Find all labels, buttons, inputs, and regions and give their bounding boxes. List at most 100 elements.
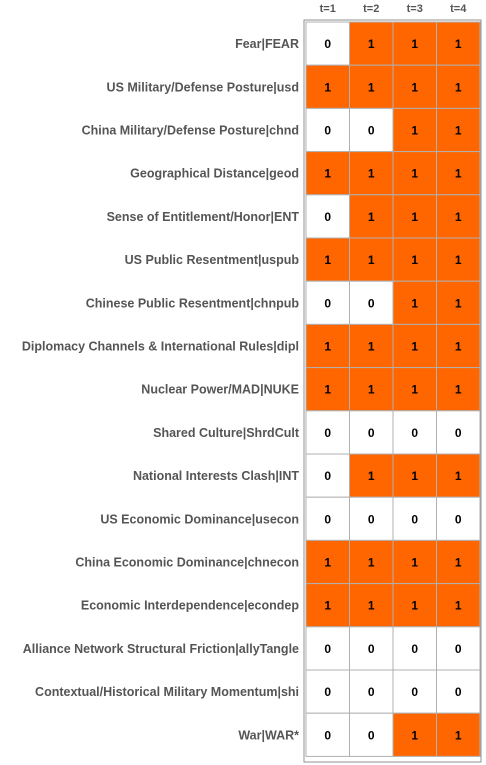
cell-value-label: 1 bbox=[324, 599, 331, 613]
row-label: China Economic Dominance|chnecon bbox=[75, 556, 299, 570]
cell-value-label: 0 bbox=[368, 685, 375, 699]
heatmap-cell bbox=[392, 626, 437, 671]
heatmap-cell bbox=[349, 539, 394, 585]
cell-value-label: 0 bbox=[368, 426, 375, 440]
heatmap-cell bbox=[436, 64, 481, 109]
heatmap-cell bbox=[349, 194, 394, 239]
heatmap-cell bbox=[392, 453, 437, 498]
cell-value-label: 1 bbox=[368, 253, 375, 267]
heatmap-cell bbox=[349, 496, 394, 541]
cell-value-label: 1 bbox=[411, 383, 418, 397]
heatmap-cell bbox=[392, 194, 437, 239]
cell-value-label: 1 bbox=[455, 340, 462, 354]
cell-value-label: 1 bbox=[368, 340, 375, 354]
column-label-1: t=1 bbox=[320, 3, 336, 15]
cell-value-label: 1 bbox=[368, 167, 375, 181]
chart-frame bbox=[303, 19, 482, 763]
cell-value-label: 1 bbox=[411, 167, 418, 181]
heatmap-cell bbox=[305, 410, 350, 455]
cell-value-label: 0 bbox=[455, 426, 462, 440]
heatmap-cell bbox=[305, 539, 350, 585]
heatmap-cell bbox=[305, 583, 350, 628]
heatmap-cell bbox=[392, 237, 437, 282]
cell-value-label: 1 bbox=[368, 80, 375, 94]
cell-value-label: 0 bbox=[368, 512, 375, 526]
row-label: Contextual/Historical Military Momentum|… bbox=[35, 685, 299, 699]
heatmap-cell bbox=[392, 712, 437, 757]
cell-value-label: 1 bbox=[411, 296, 418, 310]
row-label: War|WAR* bbox=[238, 728, 299, 742]
cell-value-label: 1 bbox=[411, 253, 418, 267]
heatmap-cell bbox=[436, 367, 481, 412]
cell-value-label: 0 bbox=[324, 124, 331, 138]
cell-value-label: 0 bbox=[324, 296, 331, 310]
cell-value-label: 1 bbox=[455, 37, 462, 51]
cell-value-label: 0 bbox=[411, 642, 418, 656]
cell-value-label: 1 bbox=[368, 599, 375, 613]
heatmap-cell bbox=[305, 194, 350, 239]
heatmap-cell bbox=[392, 539, 437, 585]
cell-value-label: 1 bbox=[324, 556, 331, 570]
heatmap-cell bbox=[349, 151, 394, 196]
heatmap-cell bbox=[392, 323, 437, 369]
heatmap-cell bbox=[392, 410, 437, 455]
heatmap-cell bbox=[436, 410, 481, 455]
heatmap-cell bbox=[436, 583, 481, 628]
heatmap-cell bbox=[436, 669, 481, 714]
cell-value-label: 1 bbox=[411, 37, 418, 51]
cell-value-label: 0 bbox=[324, 37, 331, 51]
cell-value-label: 1 bbox=[411, 599, 418, 613]
row-label: Fear|FEAR bbox=[235, 37, 299, 51]
cell-value-label: 1 bbox=[324, 383, 331, 397]
cell-value-label: 1 bbox=[455, 383, 462, 397]
cell-value-label: 1 bbox=[455, 469, 462, 483]
column-label-3: t=3 bbox=[407, 3, 423, 15]
cell-value-label: 1 bbox=[411, 210, 418, 224]
cell-value-label: 0 bbox=[411, 512, 418, 526]
cell-value-label: 1 bbox=[455, 296, 462, 310]
heatmap-cell bbox=[349, 107, 394, 153]
column-label-2: t=2 bbox=[363, 3, 379, 15]
row-labels: Fear|FEAR US Military/Defense Posture|usd… bbox=[22, 37, 300, 742]
cell-value-label: 1 bbox=[368, 383, 375, 397]
heatmap-cells: 0 1 1 1 1 1 1 1 0 0 1 1 1 1 1 1 0 1 1 1 1 1 1 1 0 0 1 1 1 1 1 1 1 1 1 1 0 0 0 0… bbox=[305, 21, 481, 757]
heatmap-cell bbox=[436, 496, 481, 541]
cell-value-label: 1 bbox=[368, 469, 375, 483]
heatmap-cell bbox=[436, 280, 481, 325]
heatmap-cell bbox=[436, 712, 481, 757]
heatmap-cell bbox=[436, 21, 481, 66]
cell-value-label: 0 bbox=[455, 685, 462, 699]
row-label: US Economic Dominance|usecon bbox=[100, 512, 299, 526]
cell-value-label: 1 bbox=[455, 124, 462, 138]
heatmap-cell bbox=[436, 539, 481, 585]
heatmap-cell bbox=[305, 237, 350, 282]
cell-value-label: 0 bbox=[324, 642, 331, 656]
row-label: US Public Resentment|uspub bbox=[125, 253, 300, 267]
cell-value-label: 0 bbox=[324, 728, 331, 742]
cell-value-label: 1 bbox=[411, 80, 418, 94]
cell-value-label: 1 bbox=[455, 728, 462, 742]
cell-value-label: 1 bbox=[324, 253, 331, 267]
heatmap-cell bbox=[305, 323, 350, 369]
cell-value-label: 1 bbox=[368, 210, 375, 224]
cell-value-label: 1 bbox=[411, 469, 418, 483]
heatmap-cell bbox=[392, 496, 437, 541]
cell-value-label: 0 bbox=[368, 642, 375, 656]
row-label: National Interests Clash|INT bbox=[133, 469, 299, 483]
heatmap-cell bbox=[349, 21, 394, 66]
row-label: China Military/Defense Posture|chnd bbox=[82, 124, 299, 138]
row-label: Diplomacy Channels & International Rules… bbox=[22, 340, 299, 354]
cell-value-label: 0 bbox=[455, 642, 462, 656]
cell-value-label: 0 bbox=[324, 469, 331, 483]
row-label: Alliance Network Structural Friction|all… bbox=[23, 642, 299, 656]
cell-value-label: 1 bbox=[324, 80, 331, 94]
cell-value-label: 0 bbox=[324, 512, 331, 526]
cell-value-label: 0 bbox=[324, 685, 331, 699]
heatmap-cell bbox=[392, 280, 437, 325]
heatmap-cell bbox=[436, 151, 481, 196]
row-label: US Military/Defense Posture|usd bbox=[107, 80, 299, 94]
heatmap-cell bbox=[305, 21, 350, 66]
cell-value-label: 1 bbox=[411, 124, 418, 138]
cell-value-label: 1 bbox=[368, 556, 375, 570]
